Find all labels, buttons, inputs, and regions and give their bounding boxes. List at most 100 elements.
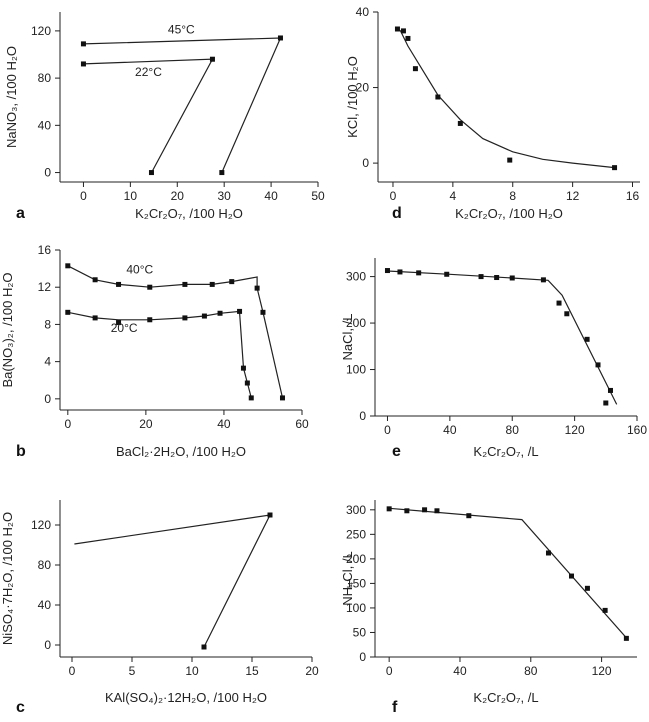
data-point	[229, 279, 235, 285]
series-line	[67, 310, 252, 399]
x-tick-label: 40	[217, 417, 231, 431]
series-line	[389, 507, 629, 641]
y-axis-label: NiSO₄·7H₂O, /100 H₂O	[0, 512, 15, 645]
x-tick-label: 120	[565, 423, 585, 437]
y-tick-label: 0	[359, 409, 366, 423]
y-tick-label: 40	[356, 5, 370, 19]
data-point	[404, 508, 410, 514]
data-point	[584, 336, 590, 342]
data-point	[422, 507, 428, 513]
series-line	[67, 265, 284, 399]
data-point	[80, 61, 86, 67]
series-annotation: 20°C	[111, 321, 138, 335]
data-point	[556, 300, 562, 306]
data-point	[386, 506, 392, 512]
x-tick-label: 20	[305, 664, 319, 678]
data-point	[507, 157, 513, 163]
series-line	[395, 28, 615, 169]
x-tick-label: 0	[386, 664, 393, 678]
data-point	[147, 284, 153, 290]
x-tick-label: 80	[506, 423, 520, 437]
data-point	[65, 263, 71, 269]
data-point	[116, 281, 122, 287]
data-point	[603, 400, 609, 406]
panel-label: e	[392, 443, 401, 460]
chart-panel-b: 0 20 40 60 0 4 8 12 16 BaCl₂·2H₂O, /100 H₂O Ba(NO₃…	[0, 243, 309, 460]
x-axis-label: K₂Cr₂O₇, /100 H₂O	[135, 206, 243, 221]
data-point	[279, 395, 285, 401]
data-point	[466, 513, 472, 519]
y-tick-label: 80	[38, 558, 52, 572]
y-tick-label: 100	[346, 601, 366, 615]
x-tick-label: 5	[129, 664, 136, 678]
data-point	[201, 313, 207, 319]
data-point	[595, 362, 601, 368]
y-tick-label: 200	[346, 552, 366, 566]
y-axis-label: KCl, /100 H₂O	[345, 56, 360, 138]
y-tick-label: 40	[38, 598, 52, 612]
chart-panel-a: 0 10 20 30 40 50 0 40 80 120 K₂Cr₂O₇, /100 H₂O NaNO…	[4, 12, 325, 222]
y-axis-label: Ba(NO₃)₂, /100 H₂O	[0, 272, 15, 387]
x-axis-label: KAl(SO₄)₂·12H₂O, /100 H₂O	[105, 690, 267, 705]
y-axis-label: NaNO₃, /100 H₂O	[4, 46, 19, 148]
data-point	[201, 644, 207, 650]
panel-label: c	[16, 699, 25, 716]
x-axis-label: BaCl₂·2H₂O, /100 H₂O	[116, 444, 246, 459]
data-point	[478, 274, 484, 280]
chart-panel-e: 0 40 80 120 160 0 100 200 300 K₂Cr₂O₇, /L NaCl, /L…	[340, 258, 647, 460]
x-tick-label: 40	[264, 189, 278, 203]
x-tick-label: 120	[592, 664, 612, 678]
data-point	[147, 317, 153, 323]
y-tick-label: 150	[346, 576, 366, 590]
data-point	[400, 28, 406, 34]
x-tick-label: 160	[627, 423, 647, 437]
data-point	[267, 512, 273, 518]
y-tick-label: 16	[38, 243, 52, 257]
x-tick-label: 30	[218, 189, 232, 203]
y-tick-label: 200	[346, 316, 366, 330]
y-tick-label: 0	[44, 392, 51, 406]
y-tick-label: 250	[346, 527, 366, 541]
x-tick-label: 16	[626, 189, 640, 203]
data-point	[405, 35, 411, 41]
y-tick-label: 300	[346, 270, 366, 284]
data-point	[444, 271, 450, 277]
data-point	[397, 269, 403, 275]
x-tick-label: 0	[69, 664, 76, 678]
chart-panel-f: 0 40 80 120 0 50 100 150 200 250 300 K₂Cr₂O₇, /L NH₄…	[340, 500, 637, 716]
chart-panel-c: 0 5 10 15 20 0 40 80 120 KAl(SO₄)₂·12H₂O, /100 H₂…	[0, 500, 319, 716]
y-tick-label: 50	[353, 625, 367, 639]
y-tick-label: 0	[44, 166, 51, 180]
x-axis-label: K₂Cr₂O₇, /L	[473, 444, 538, 459]
x-tick-label: 4	[450, 189, 457, 203]
x-tick-label: 50	[311, 189, 325, 203]
y-tick-label: 0	[359, 650, 366, 664]
y-tick-label: 0	[44, 638, 51, 652]
data-point	[277, 35, 283, 41]
data-point	[219, 170, 225, 176]
x-tick-label: 0	[384, 423, 391, 437]
x-tick-label: 15	[245, 664, 259, 678]
data-point	[209, 281, 215, 287]
data-point	[545, 550, 551, 556]
x-tick-label: 20	[171, 189, 185, 203]
x-tick-label: 10	[124, 189, 138, 203]
data-point	[240, 365, 246, 371]
x-tick-label: 0	[80, 189, 87, 203]
data-point	[80, 41, 86, 47]
data-point	[416, 270, 422, 276]
x-tick-label: 0	[390, 189, 397, 203]
x-tick-label: 40	[453, 664, 467, 678]
x-tick-label: 20	[139, 417, 153, 431]
x-axis-label: K₂Cr₂O₇, /100 H₂O	[455, 206, 563, 221]
x-tick-label: 10	[185, 664, 199, 678]
series-line	[83, 37, 282, 173]
data-point	[148, 170, 154, 176]
chart-panel-d: 0 4 8 12 16 0 20 40 K₂Cr₂O₇, /100 H₂O KCl, /100 H…	[345, 5, 640, 222]
series-annotation: 45°C	[168, 22, 195, 36]
data-point	[509, 275, 515, 281]
data-point	[384, 268, 390, 274]
y-tick-label: 0	[362, 156, 369, 170]
series-line	[387, 270, 618, 405]
